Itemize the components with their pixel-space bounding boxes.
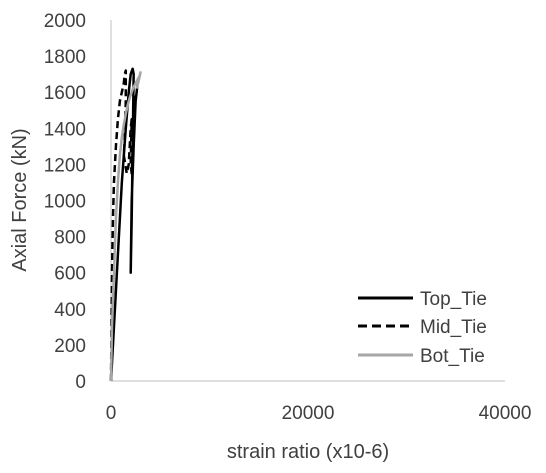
legend-label: Mid_Tie (420, 317, 487, 338)
y-tick-label: 1000 (44, 192, 86, 213)
y-tick-label: 1200 (44, 155, 86, 176)
x-tick-label: 20000 (282, 403, 335, 424)
y-tick-label: 200 (54, 336, 86, 357)
y-tick-label: 1600 (44, 83, 86, 104)
y-axis-title: Axial Force (kN) (9, 128, 31, 271)
x-axis-title: strain ratio (x10-6) (227, 441, 389, 463)
x-tick-label: 40000 (479, 403, 532, 424)
y-tick-label: 0 (75, 372, 86, 393)
y-tick-label: 600 (54, 264, 86, 285)
legend-label: Bot_Tie (420, 346, 485, 367)
series-layer (109, 67, 142, 382)
legend: Top_Tie Mid_Tie Bot_Tie (358, 289, 487, 367)
y-tick-label: 2000 (44, 11, 86, 32)
y-tick-label: 800 (54, 228, 86, 249)
legend-label: Top_Tie (420, 289, 487, 310)
series-line-mid-tie (109, 69, 137, 382)
y-tick-label: 1400 (44, 119, 86, 140)
series-line-bot-tie (109, 71, 142, 382)
y-tick-label: 400 (54, 300, 86, 321)
x-tick-label: 0 (106, 403, 117, 424)
y-tick-label: 1800 (44, 47, 86, 68)
